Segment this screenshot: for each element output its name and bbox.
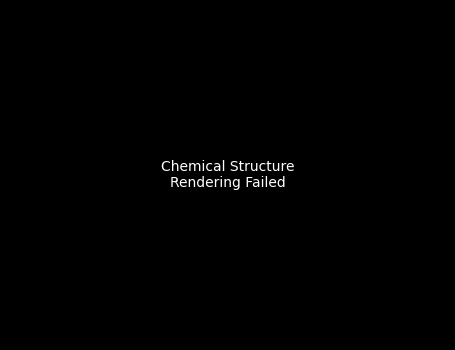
Text: Chemical Structure
Rendering Failed: Chemical Structure Rendering Failed [161,160,294,190]
